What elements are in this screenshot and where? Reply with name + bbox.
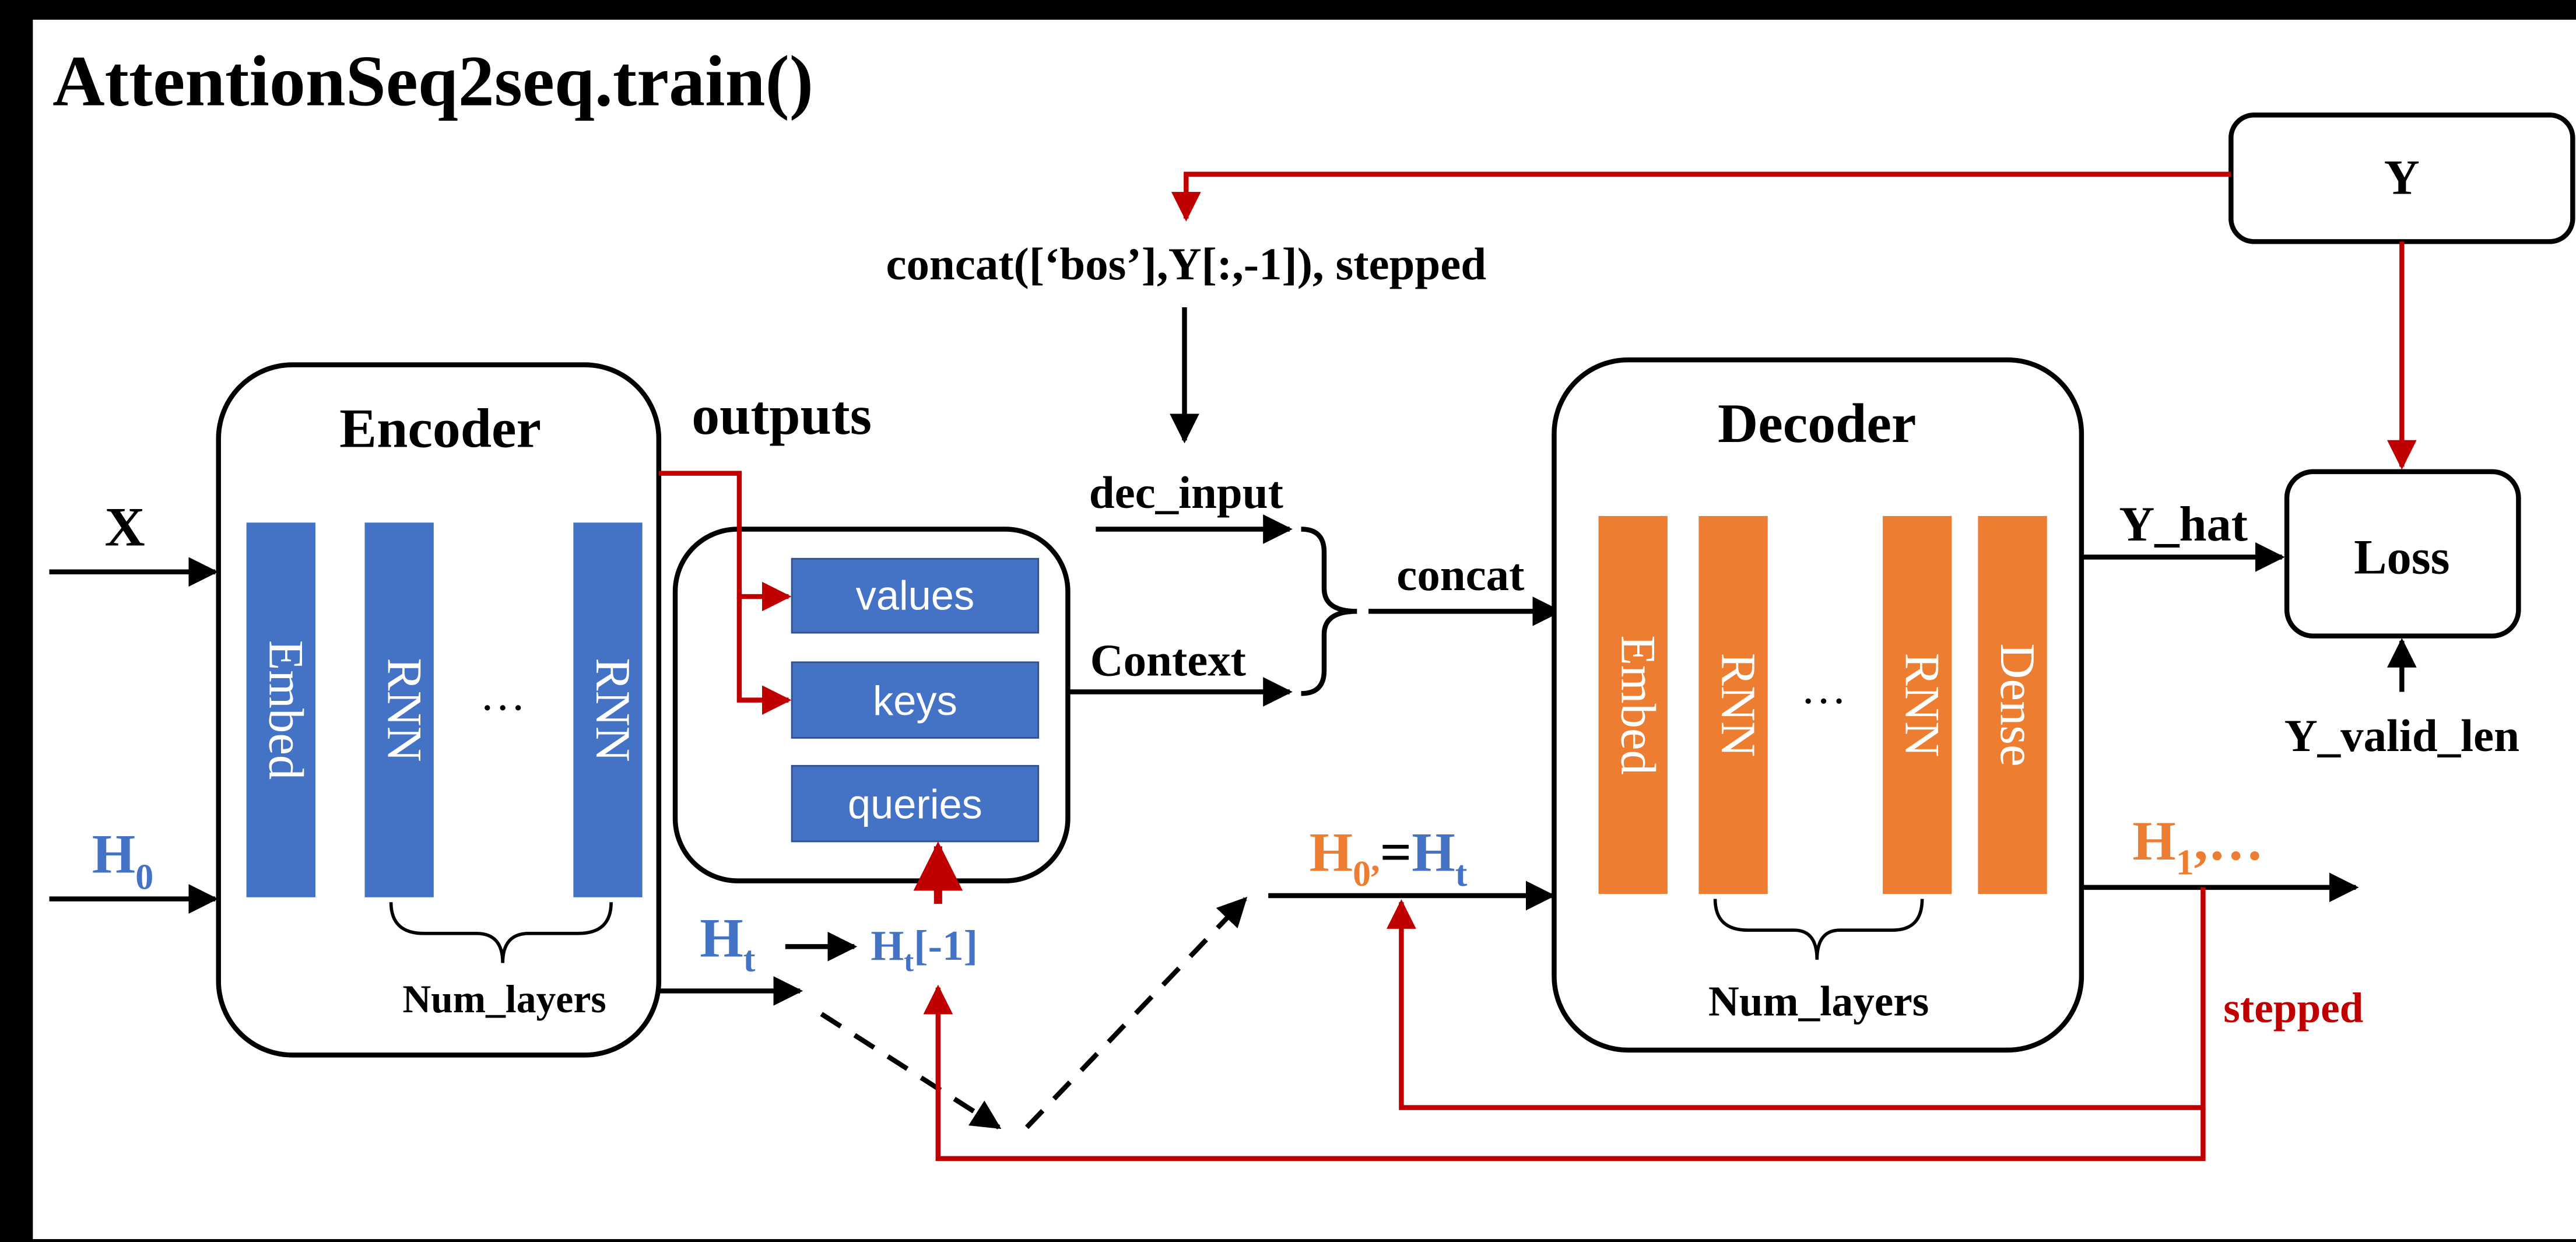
context-label: Context — [1090, 635, 1246, 686]
ht-label: Ht — [700, 907, 756, 979]
y-box-label: Y — [2384, 151, 2420, 205]
ht-main: H — [700, 907, 743, 969]
ht-last-main: H — [871, 922, 904, 969]
diagram-title: AttentionSeq2seq.train() — [52, 41, 813, 121]
decoder-layers-brace — [1713, 899, 1924, 960]
concat-brace — [1301, 527, 1357, 696]
stepped-feedback-decoder — [1387, 887, 2206, 1110]
encoder-embed-label: Embed — [258, 640, 313, 780]
ht-last-suffix: [-1] — [914, 922, 978, 969]
h1-sub: 1 — [2176, 843, 2194, 882]
decoder-rnn-layer-1 — [1698, 515, 1768, 894]
decoder-h0-sep: , — [1371, 840, 1380, 879]
stepped-feedback-ht-last — [923, 984, 2206, 1162]
decoder-rnn-label-n: RNN — [1895, 653, 1949, 757]
ht-last-sub: t — [904, 945, 914, 978]
outputs-to-keys-arrow — [736, 597, 792, 715]
stepped-label: stepped — [2223, 984, 2363, 1032]
encoder-layers-brace — [389, 902, 613, 963]
decoder-ellipsis: … — [1801, 663, 1847, 714]
decoder-h0-main: H — [1310, 822, 1353, 883]
concat-expression: concat([‘bos’],Y[:,-1]), stepped — [886, 239, 1486, 290]
decoder-h0-sub: 0 — [1353, 854, 1371, 894]
encoder-ellipsis: … — [480, 669, 526, 720]
decoder-rnn-label-1: RNN — [1711, 653, 1765, 757]
decoder-ht-main: H — [1412, 822, 1455, 883]
encoder-embed-layer — [246, 522, 315, 897]
decoder-dense-label: Dense — [1990, 643, 2044, 766]
keys-label: keys — [873, 678, 957, 724]
loss-box — [2284, 469, 2521, 638]
h1-label: H1,… — [2132, 810, 2263, 882]
decoder-dense-layer — [1978, 515, 2047, 894]
y-valid-len-label: Y_valid_len — [2284, 711, 2519, 762]
encoder-rnn-layer-n — [573, 522, 643, 897]
decoder-ht-sub: t — [1455, 854, 1468, 894]
input-x-label: X — [105, 496, 145, 558]
encoder-box — [216, 362, 662, 1058]
h1-main: H — [2132, 810, 2176, 872]
decoder-state-eq: = — [1380, 822, 1412, 883]
encoder-rnn-layer-1 — [364, 522, 434, 897]
encoder-rnn-label-n: RNN — [585, 658, 640, 762]
outputs-label: outputs — [692, 384, 872, 446]
encoder-state-dashed-down — [820, 1012, 1002, 1129]
keys-block — [791, 661, 1040, 739]
y-hat-label: Y_hat — [2119, 497, 2248, 552]
decoder-rnn-layer-n — [1882, 515, 1952, 894]
y-to-concat-arrow — [1171, 171, 2231, 222]
decoder-embed-layer — [1598, 515, 1668, 894]
input-h0-main: H — [92, 823, 136, 885]
ht-sub: t — [743, 940, 756, 980]
encoder-state-dashed-up — [1024, 896, 1248, 1129]
encoder-num-layers: Num_layers — [402, 977, 606, 1021]
decoder-title: Decoder — [1718, 392, 1916, 454]
loss-label: Loss — [2354, 531, 2449, 585]
values-label: values — [856, 573, 975, 619]
input-h0-label: H0 — [92, 823, 154, 897]
decoder-state-label: H0,=Ht — [1310, 822, 1468, 894]
ht-last-label: Ht[-1] — [871, 922, 978, 978]
dec-input-label: dec_input — [1089, 468, 1283, 518]
decoder-embed-label: Embed — [1610, 635, 1665, 774]
encoder-title: Encoder — [339, 398, 541, 459]
queries-block — [791, 764, 1040, 843]
values-block — [791, 557, 1040, 634]
encoder-rnn-label-1: RNN — [377, 658, 431, 762]
decoder-num-layers: Num_layers — [1708, 978, 1929, 1025]
queries-label: queries — [848, 781, 982, 827]
concat-label: concat — [1396, 550, 1524, 601]
h1-rest: ,… — [2194, 810, 2264, 872]
outputs-to-values-arrow — [658, 471, 792, 612]
input-h0-sub: 0 — [135, 858, 153, 897]
